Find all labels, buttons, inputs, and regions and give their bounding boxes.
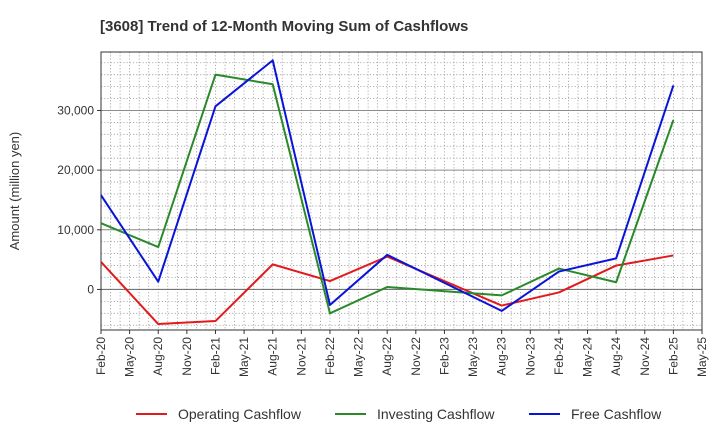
x-tick-label: Nov-21	[294, 337, 308, 376]
x-tick-label: Nov-24	[638, 337, 652, 376]
legend: Operating Cashflow Investing Cashflow Free…	[136, 406, 662, 422]
y-tick-label: 0	[87, 282, 94, 296]
x-tick-label: Feb-23	[437, 337, 451, 375]
y-axis-label: Amount (million yen)	[7, 132, 22, 251]
x-tick-label: Feb-25	[666, 337, 680, 375]
x-tick-label: Aug-22	[380, 337, 394, 376]
x-tick-label: Feb-22	[323, 337, 337, 375]
grid-lines	[100, 52, 703, 330]
x-tick-label: Feb-21	[208, 337, 222, 375]
free-cashflow-line	[100, 59, 675, 312]
plot-border	[100, 51, 703, 331]
legend-label-investing-cashflow: Investing Cashflow	[377, 406, 495, 422]
x-tick-label: May-23	[466, 337, 480, 377]
investing-cashflow-line	[100, 73, 675, 315]
x-tick-label: Nov-22	[409, 337, 423, 376]
y-tick-label: 30,000	[57, 103, 94, 117]
x-tick-label: Aug-21	[266, 337, 280, 376]
x-tick-label: Aug-23	[495, 337, 509, 376]
legend-label-operating-cashflow: Operating Cashflow	[178, 406, 302, 422]
x-tick-label: Feb-24	[552, 337, 566, 375]
tick-labels: 0 10,000 20,000 30,000 Feb-20 May-20 Aug-20 Nov…	[57, 103, 709, 377]
y-tick-label: 10,000	[57, 223, 94, 237]
x-tick-label: May-20	[123, 337, 137, 377]
legend-label-free-cashflow: Free Cashflow	[571, 406, 662, 422]
x-tick-label: Nov-23	[523, 337, 537, 376]
operating-cashflow-line	[100, 254, 674, 326]
x-tick-label: Aug-24	[609, 337, 623, 376]
x-tick-label: Nov-20	[180, 337, 194, 376]
x-tick-label: Feb-20	[94, 337, 108, 375]
axes	[97, 51, 703, 334]
x-tick-label: May-25	[695, 337, 709, 377]
x-tick-label: May-22	[352, 337, 366, 377]
y-tick-label: 20,000	[57, 163, 94, 177]
x-tick-label: May-24	[581, 337, 595, 377]
series-lines	[100, 59, 675, 326]
chart-title: [3608] Trend of 12-Month Moving Sum of C…	[100, 18, 468, 35]
x-tick-label: May-21	[237, 337, 251, 377]
x-tick-label: Aug-20	[151, 337, 165, 376]
